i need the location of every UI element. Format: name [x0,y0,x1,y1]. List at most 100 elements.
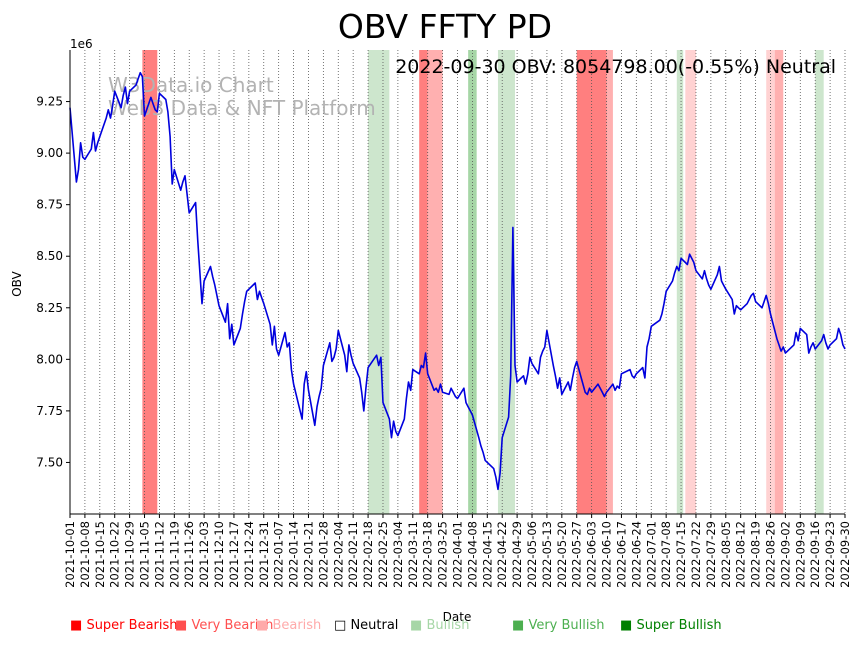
legend: ■ Super Bearish ■ Very Bearish ■ Bearish… [0,618,862,640]
legend-label: Bullish [426,618,470,633]
legend-label: Bearish [272,618,322,633]
x-tick-label: 2022-03-18 [421,521,435,588]
x-tick-label: 2022-02-11 [346,521,360,588]
y-tick-label: 7.50 [36,455,63,469]
signal-region [419,50,428,514]
x-tick-label: 2022-02-04 [331,521,345,588]
legend-square-icon: ■ [256,618,269,633]
x-tick-label: 2022-06-24 [629,521,643,588]
signal-region [427,50,443,514]
x-tick-label: 2022-04-22 [495,521,509,588]
legend-item: ■ Bullish [410,618,469,633]
x-tick-label: 2022-08-26 [763,521,777,588]
legend-square-icon: □ [334,618,347,633]
x-tick-label: 2021-12-03 [197,521,211,588]
x-tick-label: 2022-03-11 [406,521,420,588]
y-tick-label: 8.75 [36,198,63,212]
y-tick-label: 8.00 [36,352,63,366]
x-tick-label: 2022-05-13 [540,521,554,588]
y-tick-label: 9.00 [36,146,63,160]
y-offset-label: 1e6 [70,37,93,51]
x-tick-label: 2022-07-22 [689,521,703,588]
x-tick-label: 2022-05-27 [570,521,584,588]
obv-series [69,71,846,491]
y-tick-label: 9.25 [36,95,63,109]
legend-square-icon: ■ [512,618,525,633]
x-tick-label: 2022-02-18 [361,521,375,588]
x-tick-label: 2022-06-03 [585,521,599,588]
x-tick-label: 2021-10-08 [78,521,92,588]
legend-item: □ Neutral [334,618,398,633]
y-tick-label: 8.50 [36,249,63,263]
x-tick-label: 2021-12-24 [242,521,256,588]
x-tick-label: 2022-07-29 [704,521,718,588]
legend-square-icon: ■ [410,618,423,633]
x-axis-label: Date [443,610,472,624]
legend-label: Very Bullish [528,618,605,633]
signal-region [676,50,684,514]
x-tick-label: 2022-05-06 [525,521,539,588]
signal-region [815,50,824,514]
x-tick-label: 2022-09-09 [793,521,807,588]
x-tick-label: 2021-10-22 [108,521,122,588]
x-tick-label: 2022-09-30 [838,521,852,588]
x-tick-label: 2022-09-16 [808,521,822,588]
chart-title: OBV FFTY PD [338,7,552,46]
x-tick-label: 2022-01-28 [316,521,330,588]
x-tick-label: 2022-01-21 [301,521,315,588]
x-tick-label: 2022-08-12 [734,521,748,588]
x-tick-label: 2021-12-17 [227,521,241,588]
x-ticks: 2021-10-01 2021-10-08 2021-10-15 2021-10-22… [63,514,852,588]
x-tick-label: 2022-07-08 [659,521,673,588]
x-tick-label: 2021-10-15 [93,521,107,588]
watermark-line-2: Web3 Data & NFT Platform [108,96,376,120]
x-tick-label: 2022-01-07 [272,521,286,588]
watermark-line-1: W3Data.io Chart [108,73,274,97]
legend-item: ■ Very Bullish [512,618,605,633]
x-tick-label: 2021-11-19 [167,521,181,588]
legend-label: Super Bullish [636,618,722,633]
x-tick-label: 2021-10-29 [123,521,137,588]
x-tick-label: 2022-08-05 [719,521,733,588]
legend-label: Very Bearish [191,618,274,633]
y-axis-label: OBV [10,270,24,296]
signal-region [685,50,696,514]
x-tick-label: 2022-03-25 [436,521,450,588]
x-tick-label: 2022-04-15 [480,521,494,588]
x-tick-label: 2021-12-10 [212,521,226,588]
legend-item: ■ Bearish [256,618,321,633]
x-tick-label: 2021-11-05 [138,521,152,588]
x-tick-label: 2021-11-12 [152,521,166,588]
obv-line [69,71,846,491]
signal-region [368,50,390,514]
x-tick-label: 2022-01-14 [287,521,301,588]
legend-label: Neutral [350,618,399,633]
x-tick-label: 2022-06-17 [614,521,628,588]
x-tick-label: 2022-09-23 [823,521,837,588]
signal-region [142,50,158,514]
x-tick-label: 2021-11-26 [182,521,196,588]
legend-square-icon: ■ [70,618,83,633]
legend-square-icon: ■ [620,618,633,633]
y-ticks: 7.50 7.75 8.00 8.25 8.50 8.75 9.00 9.25 [36,95,70,469]
y-tick-label: 8.25 [36,301,63,315]
legend-item: ■ Super Bearish [70,618,178,633]
x-tick-label: 2022-09-02 [778,521,792,588]
x-tick-label: 2021-12-31 [257,521,271,588]
x-tick-label: 2022-08-19 [749,521,763,588]
signal-region [606,50,613,514]
x-tick-label: 2022-05-20 [555,521,569,588]
x-tick-label: 2022-07-01 [644,521,658,588]
signal-region [774,50,784,514]
legend-square-icon: ■ [175,618,188,633]
x-tick-label: 2022-06-10 [600,521,614,588]
latest-value-annotation: 2022-09-30 OBV: 8054798.00(-0.55%) Neutr… [395,56,836,78]
x-tick-label: 2022-07-15 [674,521,688,588]
y-tick-label: 7.75 [36,404,63,418]
x-tick-label: 2022-03-04 [391,521,405,588]
x-tick-label: 2021-10-01 [63,521,77,588]
x-tick-label: 2022-04-01 [451,521,465,588]
x-tick-label: 2022-04-29 [510,521,524,588]
legend-label: Super Bearish [86,618,178,633]
